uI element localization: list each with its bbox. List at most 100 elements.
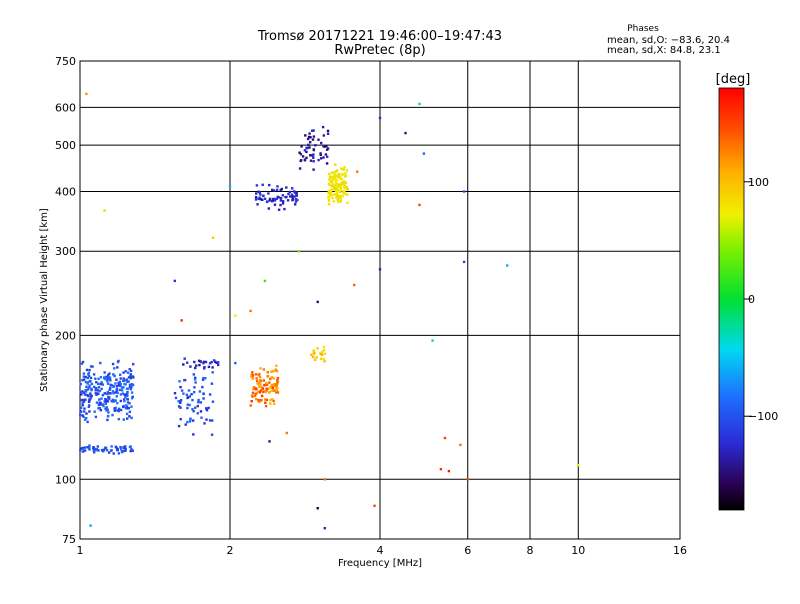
data-point — [203, 366, 206, 369]
data-point — [128, 386, 132, 389]
data-point — [266, 370, 269, 374]
data-point — [128, 415, 131, 418]
data-point — [215, 361, 218, 364]
data-point — [129, 384, 132, 387]
data-point — [186, 406, 189, 410]
data-point — [257, 373, 260, 377]
data-point — [322, 349, 326, 352]
data-point — [577, 464, 580, 467]
data-point — [93, 385, 96, 389]
data-point — [201, 378, 205, 381]
data-point — [88, 368, 91, 372]
data-point — [262, 379, 265, 382]
data-point — [301, 155, 305, 158]
data-point — [84, 393, 87, 397]
data-point — [87, 400, 91, 403]
data-point — [208, 362, 212, 365]
data-point — [327, 202, 331, 206]
data-point — [255, 184, 259, 187]
data-point — [199, 360, 203, 364]
data-point — [97, 407, 100, 410]
data-point — [177, 400, 180, 403]
data-point — [197, 359, 201, 362]
data-point — [198, 390, 202, 393]
data-point — [344, 192, 347, 196]
data-point — [180, 319, 183, 322]
data-point — [108, 388, 111, 391]
data-point — [132, 363, 135, 366]
data-point — [88, 384, 91, 387]
data-point — [268, 381, 271, 384]
data-point — [131, 449, 134, 452]
data-point — [105, 409, 108, 412]
data-point — [255, 192, 258, 195]
data-point — [111, 398, 115, 402]
data-point — [328, 172, 331, 175]
data-point — [79, 406, 83, 409]
data-point — [323, 352, 326, 355]
data-point — [260, 394, 264, 398]
data-point — [277, 208, 281, 211]
data-point — [316, 347, 319, 350]
data-point — [192, 373, 195, 376]
data-point — [92, 449, 95, 452]
data-point — [185, 393, 188, 396]
data-point — [284, 196, 287, 199]
data-point — [275, 391, 278, 394]
data-point — [335, 170, 338, 173]
data-point — [179, 401, 182, 404]
data-point — [84, 375, 87, 379]
data-point — [265, 387, 268, 390]
data-point — [179, 399, 183, 402]
data-point — [118, 380, 122, 384]
data-point — [213, 359, 216, 362]
data-point — [192, 409, 195, 413]
data-point — [129, 372, 132, 376]
data-point — [103, 447, 107, 450]
data-point — [308, 132, 311, 135]
data-point — [103, 377, 106, 380]
data-point — [293, 195, 296, 198]
data-point — [126, 391, 129, 394]
data-point — [130, 448, 133, 451]
data-point — [254, 196, 258, 199]
data-point — [112, 452, 115, 455]
data-point — [251, 371, 254, 374]
y-tick-labels: 75 100 200 300 400 500 600 750 — [55, 55, 76, 546]
data-point — [99, 401, 102, 405]
data-point — [320, 157, 323, 160]
data-point — [96, 389, 100, 392]
data-point — [342, 191, 345, 194]
data-point — [107, 376, 110, 379]
data-point — [126, 398, 129, 401]
data-point — [117, 407, 121, 410]
data-point — [287, 192, 290, 196]
data-point — [312, 168, 315, 171]
data-point — [109, 449, 113, 452]
data-point — [418, 102, 421, 106]
data-point — [115, 389, 119, 392]
data-point — [339, 177, 343, 180]
data-point — [309, 159, 313, 162]
data-point — [312, 160, 315, 163]
data-point — [83, 418, 87, 421]
data-point — [328, 175, 332, 178]
data-point — [127, 376, 131, 379]
data-point — [94, 389, 97, 392]
data-point — [378, 116, 382, 120]
data-point — [121, 386, 124, 389]
data-point — [107, 373, 110, 377]
data-point — [276, 379, 279, 382]
data-point — [122, 405, 125, 409]
data-point — [320, 350, 324, 353]
data-point — [106, 380, 109, 383]
data-point — [307, 135, 311, 139]
data-point — [254, 387, 257, 390]
data-point — [331, 177, 334, 181]
data-point — [126, 393, 129, 396]
data-point — [108, 376, 112, 379]
data-point — [250, 394, 254, 397]
data-point — [315, 356, 318, 359]
data-point — [202, 360, 206, 363]
data-point — [106, 392, 109, 396]
